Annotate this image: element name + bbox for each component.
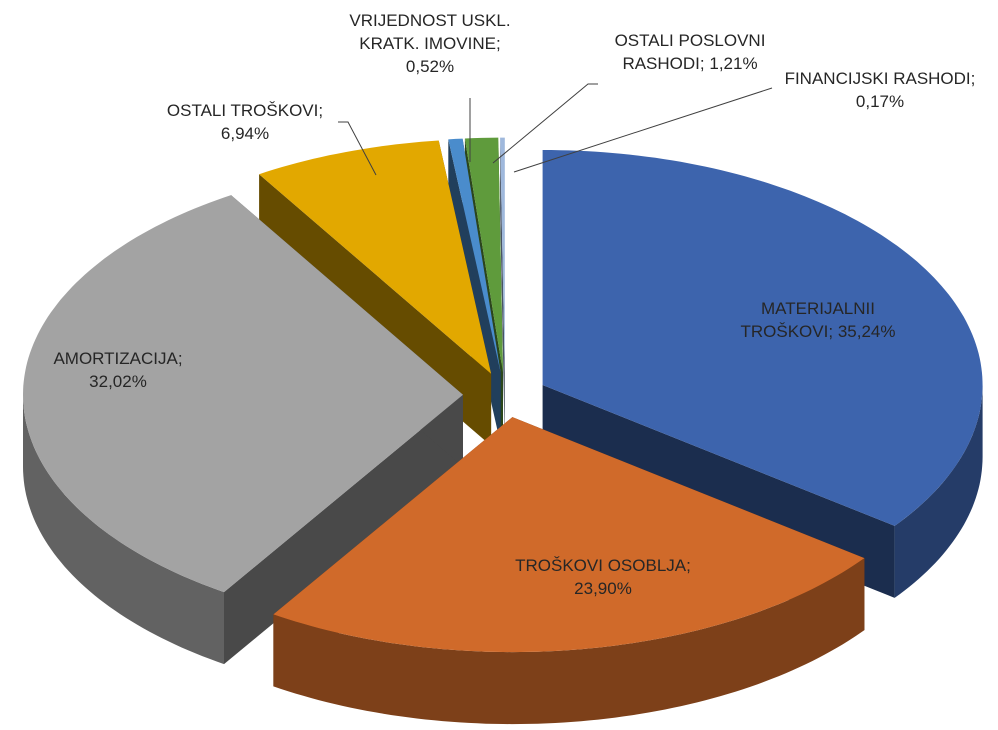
label-name: MATERIJALNII TROŠKOVI <box>740 299 875 341</box>
leader-line <box>338 121 377 176</box>
label-name: OSTALI POSLOVNI RASHODI <box>614 31 766 73</box>
label-name: VRIJEDNOST USKL. KRATK. IMOVINE <box>349 11 511 53</box>
slice-side <box>224 394 463 665</box>
slice <box>259 140 492 374</box>
label-separator: ; <box>686 556 691 575</box>
label-name: AMORTIZACIJA <box>53 349 178 368</box>
leader-line <box>513 87 773 173</box>
label-name: TROŠKOVI OSOBLJA <box>515 556 687 575</box>
data-label: TROŠKOVI OSOBLJA; 23,90% <box>501 555 706 601</box>
data-label: OSTALI POSLOVNI RASHODI; 1,21% <box>600 30 780 76</box>
label-separator: ; <box>828 321 838 341</box>
slice-side <box>500 137 505 445</box>
label-name: FINANCIJSKI RASHODI <box>784 69 971 88</box>
slice-wall <box>23 394 224 665</box>
leader-line <box>492 83 598 164</box>
label-value: 35,24% <box>837 321 896 341</box>
label-value: 32,02% <box>89 371 147 391</box>
pie <box>23 137 983 725</box>
label-value: 0,17% <box>855 91 905 111</box>
data-label: MATERIJALNII TROŠKOVI; 35,24% <box>729 298 907 344</box>
slice <box>500 137 505 445</box>
slice <box>23 195 463 665</box>
label-value: 0,52% <box>405 56 455 76</box>
label-name: OSTALI TROŠKOVI <box>166 101 319 120</box>
label-value: 23,90% <box>574 578 632 598</box>
slice <box>464 137 503 373</box>
label-separator: ; <box>699 53 710 73</box>
slice <box>273 417 865 653</box>
label-separator: ; <box>318 101 324 120</box>
data-label: FINANCIJSKI RASHODI; 0,17% <box>769 68 991 114</box>
label-value: 1,21% <box>709 53 758 73</box>
data-label: AMORTIZACIJA; 32,02% <box>41 348 196 394</box>
data-label: VRIJEDNOST USKL. KRATK. IMOVINE; 0,52% <box>338 10 523 79</box>
slice <box>23 195 463 593</box>
slice <box>448 138 501 373</box>
slice <box>542 150 983 526</box>
slice-wall <box>273 558 865 725</box>
label-value: 6,94% <box>220 123 270 143</box>
slice-wall <box>894 385 983 598</box>
data-label: OSTALI TROŠKOVI; 6,94% <box>155 100 335 146</box>
slice <box>500 137 505 373</box>
label-separator: ; <box>495 33 501 53</box>
label-separator: ; <box>970 69 976 88</box>
leader-lines <box>338 83 773 176</box>
slice <box>273 417 865 725</box>
label-separator: ; <box>177 349 183 368</box>
